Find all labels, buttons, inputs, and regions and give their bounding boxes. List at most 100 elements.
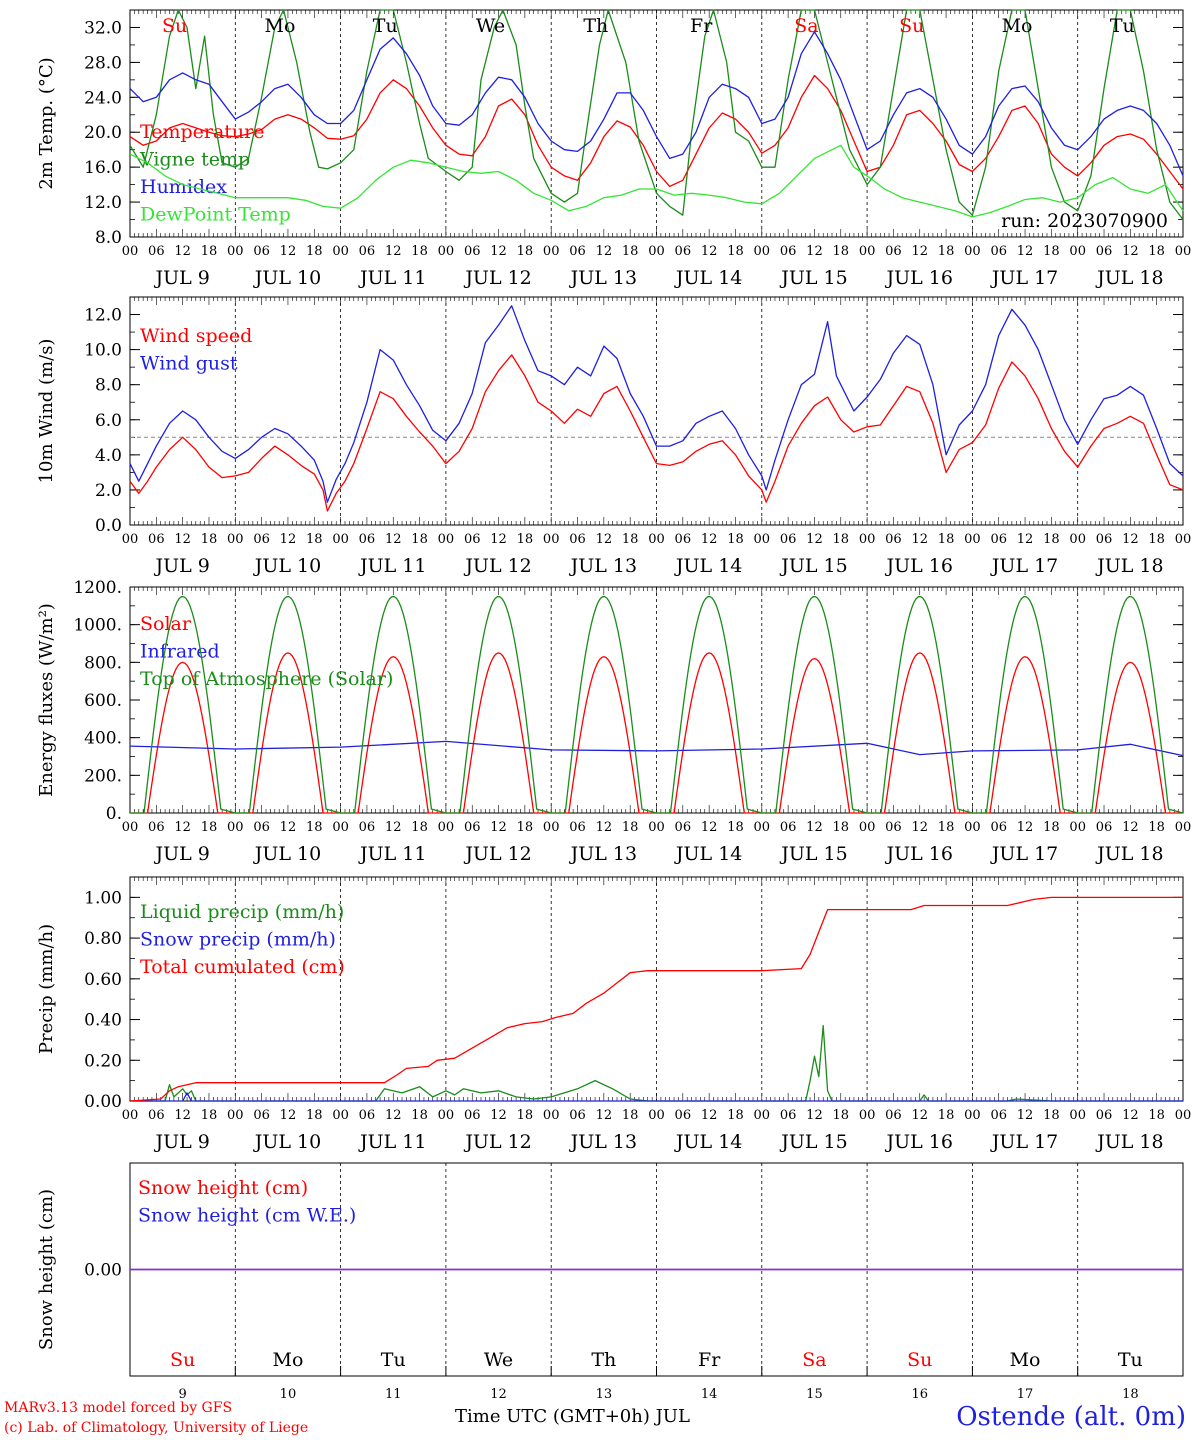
hour-tick-label: 18 — [411, 532, 428, 547]
y-tick-label: 8.0 — [95, 228, 122, 248]
hour-tick-label: 12 — [490, 820, 507, 835]
run-label: run: 2023070900 — [1001, 210, 1168, 232]
hour-tick-label: 06 — [464, 244, 481, 259]
series-line-wind-gust — [129, 305, 1184, 503]
y-axis-label: 10m Wind (m/s) — [36, 339, 57, 484]
date-label: JUL 15 — [779, 267, 847, 289]
hour-tick-label: 06 — [359, 244, 376, 259]
hour-tick-label: 12 — [596, 1108, 613, 1123]
date-label: JUL 18 — [1095, 1131, 1163, 1153]
y-tick-label: 32.0 — [84, 18, 122, 38]
day-number-label: 10 — [280, 1387, 297, 1402]
hour-tick-label: 12 — [911, 244, 928, 259]
hour-tick-label: 18 — [727, 1108, 744, 1123]
hour-tick-label: 18 — [833, 820, 850, 835]
hour-tick-label: 06 — [464, 532, 481, 547]
hour-tick-label: 18 — [833, 1108, 850, 1123]
hour-tick-label: 12 — [385, 820, 402, 835]
hour-tick-label: 18 — [411, 1108, 428, 1123]
y-axis-label: Energy fluxes (W/m²) — [36, 603, 57, 797]
hour-tick-label: 00 — [648, 532, 665, 547]
date-label: JUL 16 — [885, 1131, 953, 1153]
y-tick-label: 0.40 — [84, 1011, 122, 1031]
y-tick-label: 600. — [84, 691, 122, 711]
hour-tick-label: 18 — [833, 532, 850, 547]
date-label: JUL 9 — [153, 1131, 209, 1153]
hour-tick-label: 00 — [964, 244, 981, 259]
hour-tick-label: 12 — [490, 532, 507, 547]
date-label: JUL 11 — [358, 1131, 426, 1153]
weekday-label: Sa — [794, 15, 818, 37]
legend-entry: Snow precip (mm/h) — [140, 929, 336, 951]
hour-tick-label: 18 — [622, 820, 639, 835]
weekday-label: Su — [907, 1349, 932, 1371]
hour-tick-label: 00 — [859, 1108, 876, 1123]
weekday-label: We — [484, 1349, 513, 1371]
hour-tick-label: 00 — [332, 244, 349, 259]
y-tick-label: 0.20 — [84, 1051, 122, 1071]
hour-tick-label: 18 — [938, 1108, 955, 1123]
hour-tick-label: 00 — [227, 820, 244, 835]
hour-tick-label: 06 — [780, 244, 797, 259]
hour-tick-label: 18 — [622, 532, 639, 547]
date-label: JUL 15 — [779, 1131, 847, 1153]
legend-entry: Solar — [140, 613, 192, 635]
day-number-label: 17 — [1017, 1387, 1034, 1402]
day-number-label: 14 — [701, 1387, 718, 1402]
hour-tick-label: 18 — [833, 244, 850, 259]
hour-tick-label: 18 — [201, 532, 218, 547]
hour-tick-label: 00 — [227, 1108, 244, 1123]
time-axis-label: Time UTC (GMT+0h) JUL — [455, 1406, 690, 1427]
hour-tick-label: 12 — [174, 244, 191, 259]
y-tick-label: 20.0 — [84, 123, 122, 143]
hour-tick-label: 00 — [1175, 244, 1192, 259]
weekday-label: Tu — [1118, 1349, 1143, 1371]
hour-tick-label: 00 — [332, 820, 349, 835]
y-tick-label: 1.00 — [84, 888, 122, 908]
y-tick-label: 6.0 — [95, 411, 122, 431]
hour-tick-label: 00 — [543, 244, 560, 259]
y-tick-label: 800. — [84, 653, 122, 673]
hour-tick-label: 00 — [1069, 244, 1086, 259]
hour-tick-label: 12 — [911, 820, 928, 835]
legend-entry: DewPoint Temp — [140, 204, 291, 226]
hour-tick-label: 12 — [596, 532, 613, 547]
hour-tick-label: 00 — [122, 820, 139, 835]
hour-tick-label: 00 — [227, 532, 244, 547]
hour-tick-label: 06 — [885, 820, 902, 835]
hour-tick-label: 12 — [490, 1108, 507, 1123]
day-number-label: 15 — [806, 1387, 823, 1402]
hour-tick-label: 00 — [543, 820, 560, 835]
y-axis-label: 2m Temp. (°C) — [36, 57, 57, 189]
hour-tick-label: 00 — [122, 1108, 139, 1123]
hour-tick-label: 06 — [675, 532, 692, 547]
y-tick-label: 400. — [84, 729, 122, 749]
hour-tick-label: 12 — [1017, 1108, 1034, 1123]
hour-tick-label: 18 — [306, 532, 323, 547]
hour-tick-label: 06 — [1096, 820, 1113, 835]
hour-tick-label: 12 — [911, 532, 928, 547]
date-label: JUL 11 — [358, 555, 426, 577]
hour-tick-label: 00 — [1175, 532, 1192, 547]
legend-entry: Wind speed — [140, 325, 252, 347]
hour-tick-label: 06 — [569, 244, 586, 259]
hour-tick-label: 12 — [280, 532, 297, 547]
hour-tick-label: 00 — [332, 532, 349, 547]
hour-tick-label: 18 — [201, 1108, 218, 1123]
series-line-infrared — [129, 740, 1184, 757]
y-tick-label: 0.60 — [84, 970, 122, 990]
hour-tick-label: 00 — [648, 1108, 665, 1123]
series-line-humidex — [129, 31, 1184, 177]
lab-credit: (c) Lab. of Climatology, University of L… — [4, 1420, 309, 1436]
legend-entry: Total cumulated (cm) — [140, 956, 345, 978]
hour-tick-label: 12 — [911, 1108, 928, 1123]
series-line-top-of-atmosphere-solar- — [130, 595, 1184, 814]
legend-entry: Humidex — [140, 176, 227, 198]
hour-tick-label: 00 — [754, 820, 771, 835]
hour-tick-label: 06 — [1096, 532, 1113, 547]
hour-tick-label: 06 — [1096, 244, 1113, 259]
hour-tick-label: 06 — [148, 244, 165, 259]
date-label: JUL 10 — [253, 267, 321, 289]
hour-tick-label: 06 — [569, 1108, 586, 1123]
